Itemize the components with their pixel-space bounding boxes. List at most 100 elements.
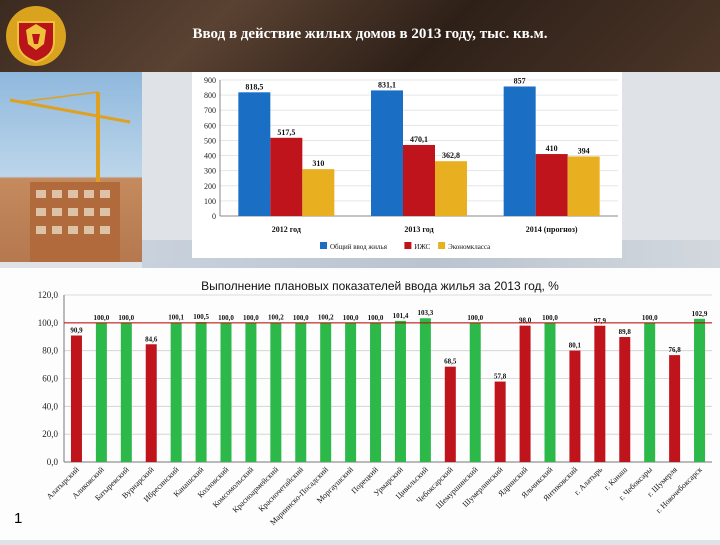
chart-panel-bottom: 0,0 20,0 40,0 60,0 80,0 100,0 120,0 90,9 Алатырс… [0, 268, 720, 540]
bar [519, 325, 531, 462]
y-tick-label: 300 [204, 167, 216, 176]
bar [644, 322, 656, 462]
y-tick-label: 0 [212, 212, 216, 221]
bar [95, 322, 107, 462]
data-label: 100,0 [368, 314, 384, 322]
data-label: 100,2 [268, 314, 284, 322]
bar [569, 350, 581, 462]
x-tick-label: 2013 год [404, 225, 433, 234]
y-tick-label: 200 [204, 182, 216, 191]
data-label: 100,0 [243, 314, 259, 322]
y-tick-label: 500 [204, 136, 216, 145]
bar [220, 322, 232, 462]
chart-panel-top: 0 100 200 300 400 500 600 700 800 900 818,5 517,5 31… [192, 72, 622, 258]
data-label: 410 [546, 144, 558, 153]
chart-title: Выполнение плановых показателей ввода жи… [201, 279, 559, 293]
bar [270, 322, 282, 462]
x-tick-label: 2014 (прогноз) [526, 225, 578, 234]
y-tick-label: 900 [204, 76, 216, 85]
coat-of-arms-icon [6, 6, 66, 66]
bar [245, 322, 257, 462]
y-tick-label: 120,0 [38, 290, 59, 300]
data-label: 100,5 [193, 313, 209, 321]
data-label: 857 [514, 76, 526, 85]
legend-label: Экономкласса [448, 243, 491, 251]
housing-input-chart: 0 100 200 300 400 500 600 700 800 900 818,5 517,5 31… [204, 76, 618, 251]
bar [503, 86, 536, 217]
bar [345, 322, 357, 462]
page-title: Ввод в действие жилых домов в 2013 году,… [192, 26, 548, 42]
data-label: 84,6 [145, 335, 158, 343]
data-label: 100,0 [218, 314, 234, 322]
legend-swatch [404, 242, 412, 249]
x-tick-label: 2012 год [272, 225, 301, 234]
data-label: 517,5 [277, 128, 295, 137]
data-label: 100,0 [542, 314, 558, 322]
bar [435, 161, 467, 216]
y-tick-label: 40,0 [42, 401, 58, 411]
data-label: 97,9 [594, 317, 607, 325]
data-label: 100,0 [118, 314, 134, 322]
bar [238, 92, 271, 216]
construction-photo [0, 72, 142, 262]
bar [320, 322, 332, 462]
bar [535, 154, 568, 216]
bar [469, 322, 481, 462]
y-tick-label: 800 [204, 91, 216, 100]
data-label: 831,1 [378, 80, 396, 89]
y-tick-label: 100 [204, 197, 216, 206]
y-tick-label: 20,0 [42, 429, 58, 439]
data-label: 100,2 [318, 314, 334, 322]
bar [371, 90, 403, 216]
bar [170, 322, 182, 462]
data-label: 100,0 [343, 314, 359, 322]
data-label: 103,3 [418, 309, 434, 317]
bar [195, 322, 207, 462]
bar [619, 337, 631, 462]
y-tick-label: 100,0 [38, 318, 59, 328]
y-tick-label: 400 [204, 152, 216, 161]
bar [444, 366, 456, 462]
data-label: 101,4 [393, 312, 409, 320]
data-label: 100,0 [94, 314, 110, 322]
data-label: 80,1 [569, 342, 582, 350]
bar [594, 325, 606, 462]
data-label: 68,5 [444, 358, 457, 366]
plan-completion-chart: 0,020,040,060,080,0100,0120,090,9Алатырс… [38, 290, 712, 527]
data-label: 818,5 [245, 82, 263, 91]
bar [419, 318, 431, 462]
bar [567, 156, 600, 216]
y-tick-label: 80,0 [42, 346, 58, 356]
data-label: 102,9 [692, 310, 708, 318]
x-tick-label: Красночетайский [257, 465, 306, 514]
bar [295, 322, 307, 462]
bar [120, 322, 132, 462]
legend-label: ИЖС [414, 243, 430, 251]
bar [70, 335, 82, 462]
data-label: 100,1 [168, 314, 184, 322]
data-label: 89,8 [619, 328, 632, 336]
data-label: 90,9 [70, 326, 83, 334]
bar [694, 318, 706, 462]
data-label: 100,0 [467, 314, 483, 322]
page-number: 1 [14, 510, 23, 527]
legend-swatch [438, 242, 446, 249]
data-label: 310 [312, 159, 324, 168]
bar [544, 322, 556, 462]
data-label: 57,8 [494, 373, 507, 381]
y-tick-label: 700 [204, 106, 216, 115]
bar [270, 137, 303, 216]
data-label: 470,1 [410, 135, 428, 144]
bar [370, 322, 382, 462]
data-label: 76,8 [668, 346, 681, 354]
data-label: 98,0 [519, 317, 532, 325]
bar [394, 320, 406, 462]
bar [403, 144, 435, 216]
data-label: 394 [578, 146, 590, 155]
bar [302, 169, 335, 216]
y-tick-label: 600 [204, 121, 216, 130]
bar [145, 344, 157, 462]
legend-swatch [320, 242, 327, 249]
x-tick-label: г. Новочебоксарск [654, 465, 704, 515]
header-bar: Ввод в действие жилых домов в 2013 году,… [0, 0, 720, 72]
